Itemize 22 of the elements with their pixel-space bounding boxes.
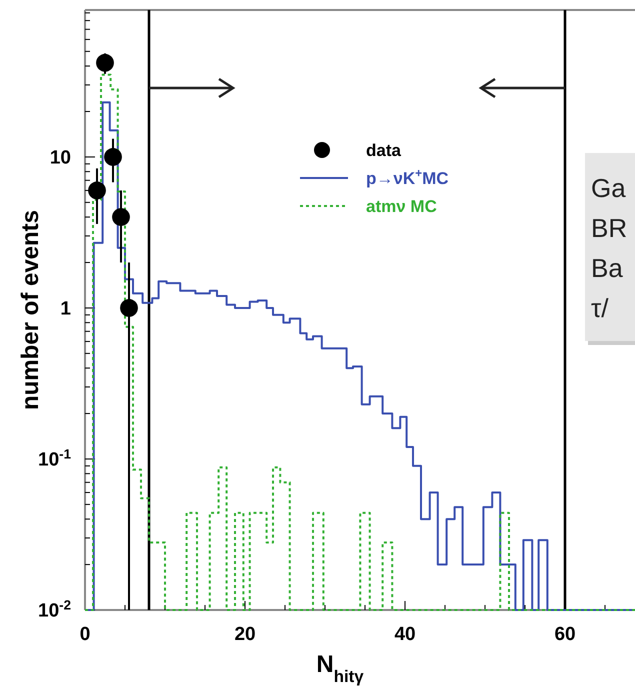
- y-tick-label: 10$^{-1}$: [38, 446, 72, 471]
- y-tick-label: 10$^{-2}$: [38, 597, 71, 622]
- x-tick-label: 60: [554, 624, 576, 645]
- point: [112, 208, 130, 226]
- annotation: Ga: [591, 173, 626, 203]
- annotation: τ/: [591, 293, 610, 323]
- annotation: BR: [591, 213, 628, 243]
- y-tick-label: 10: [50, 148, 71, 169]
- x-tick-label: 40: [394, 624, 416, 645]
- point: [96, 54, 114, 72]
- y-axis-title: number of events: [17, 210, 44, 410]
- annotation: Ba: [591, 253, 624, 283]
- y-tick-label: 1: [60, 298, 72, 320]
- point: [88, 182, 106, 200]
- point: [120, 299, 138, 317]
- legend-label: data: [366, 140, 402, 160]
- x-tick-label: 20: [234, 624, 256, 645]
- legend-label: atmν MC: [366, 196, 437, 216]
- legend-label: p→νK$^{+}$MC: [366, 166, 449, 188]
- point: [104, 148, 122, 166]
- x-axis-title: N$_{hitγ}$: [316, 651, 364, 686]
- x-tick-label: 0: [80, 624, 90, 645]
